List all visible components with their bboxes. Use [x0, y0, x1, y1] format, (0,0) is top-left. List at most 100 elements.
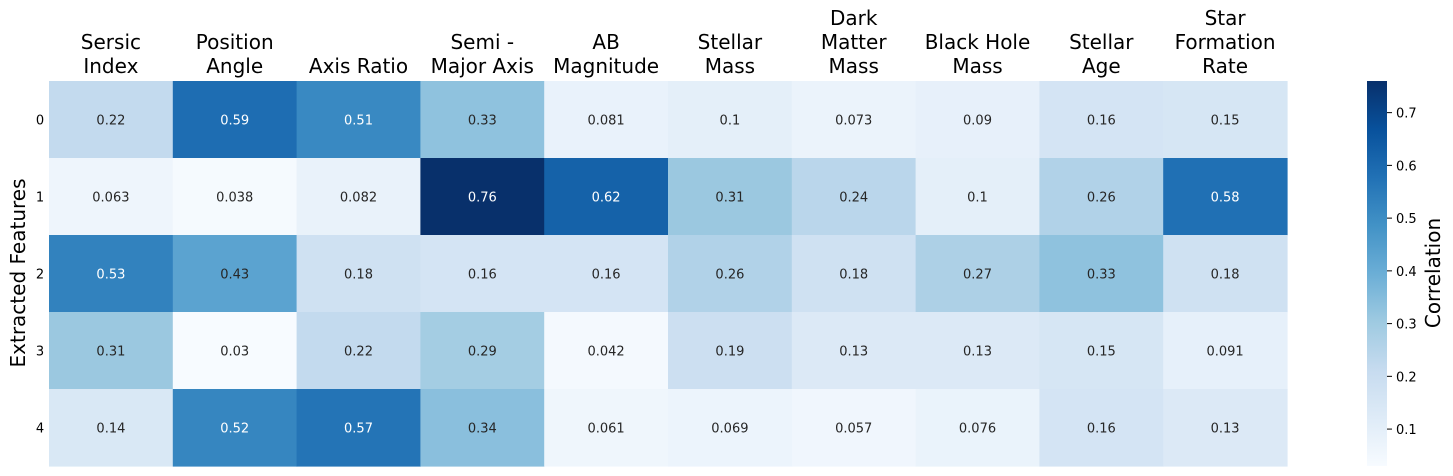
- heatmap-cell: [296, 389, 421, 467]
- cell-value-label: 0.76: [468, 191, 497, 206]
- row-label: 0: [36, 114, 44, 129]
- column-labels: Sersic Index Position Angle Axis Ratio Semi -…: [81, 6, 1276, 78]
- cell-value-label: 0.057: [835, 422, 872, 437]
- heatmap-cell: [915, 235, 1040, 313]
- column-label: AB Magnitude: [553, 30, 659, 78]
- heatmap-cell: [172, 81, 298, 159]
- heatmap-cell: [791, 81, 917, 159]
- heatmap-cell: [915, 81, 1040, 159]
- cell-value-label: 0.53: [96, 268, 125, 283]
- cell-value-label: 0.59: [220, 114, 249, 129]
- heatmap-cell: [668, 312, 793, 390]
- cell-value-label: 0.43: [220, 268, 249, 283]
- heatmap-cell: [296, 81, 421, 159]
- heatmap-cell: [1163, 235, 1288, 313]
- colorbar-tick-label: 0.4: [1396, 265, 1417, 280]
- cell-value-label: 0.57: [344, 422, 373, 437]
- cell-value-label: 0.31: [715, 191, 744, 206]
- cell-value-label: 0.29: [468, 345, 497, 360]
- cell-value-label: 0.15: [1211, 114, 1240, 129]
- heatmap-cell: [791, 389, 917, 467]
- heatmap-cells: 0.22 0.59 0.51 0.33 0.081 0.1 0.073 0.09 0.16 0.1…: [49, 81, 1288, 467]
- heatmap-cell: [1163, 389, 1288, 467]
- colorbar-tick-label: 0.5: [1396, 212, 1417, 227]
- cell-value-label: 0.31: [96, 345, 125, 360]
- colorbar: [1367, 81, 1387, 466]
- cell-value-label: 0.069: [711, 422, 748, 437]
- cell-value-label: 0.58: [1211, 191, 1240, 206]
- column-label: Dark Matter Mass: [821, 6, 888, 78]
- colorbar-tick-label: 0.6: [1396, 159, 1417, 174]
- cell-value-label: 0.16: [1087, 422, 1116, 437]
- cell-value-label: 0.076: [959, 422, 996, 437]
- column-label: Semi -Major Axis: [431, 30, 534, 78]
- heatmap-cell: [49, 389, 174, 467]
- heatmap-cell: [1163, 312, 1288, 390]
- heatmap-cell: [915, 158, 1040, 236]
- colorbar-tick-label: 0.3: [1396, 318, 1417, 333]
- cell-value-label: 0.038: [216, 191, 253, 206]
- cell-value-label: 0.1: [967, 191, 988, 206]
- heatmap-cell: [915, 312, 1040, 390]
- heatmap-cell: [544, 389, 669, 467]
- cell-value-label: 0.082: [340, 191, 377, 206]
- cell-value-label: 0.061: [587, 422, 624, 437]
- cell-value-label: 0.09: [963, 114, 992, 129]
- column-label: Stellar Age: [1069, 30, 1134, 78]
- row-labels: 0 1 2 3 4: [36, 114, 44, 437]
- heatmap-cell: [420, 312, 545, 390]
- colorbar-tick-label: 0.2: [1396, 370, 1417, 385]
- cell-value-label: 0.042: [587, 345, 624, 360]
- heatmap-cell: [296, 312, 421, 390]
- colorbar-ticks: 0.1 0.2 0.3 0.4 0.5 0.6 0.7: [1387, 107, 1417, 438]
- heatmap-cell: [172, 389, 298, 467]
- heatmap-cell: [544, 158, 669, 236]
- cell-value-label: 0.073: [835, 114, 872, 129]
- heatmap-cell: [791, 158, 917, 236]
- heatmap-cell: [1163, 81, 1288, 159]
- column-label: Star Formation Rate: [1175, 6, 1276, 78]
- heatmap-cell: [420, 158, 545, 236]
- y-axis-title: Extracted Features: [6, 179, 30, 368]
- heatmap-cell: [49, 158, 174, 236]
- cell-value-label: 0.52: [220, 422, 249, 437]
- heatmap-cell: [668, 81, 793, 159]
- heatmap-cell: [296, 235, 421, 313]
- cell-value-label: 0.03: [220, 345, 249, 360]
- heatmap-cell: [1163, 158, 1288, 236]
- cell-value-label: 0.18: [1211, 268, 1240, 283]
- column-label: Sersic Index: [81, 30, 141, 78]
- cell-value-label: 0.18: [344, 268, 373, 283]
- cell-value-label: 0.33: [468, 114, 497, 129]
- cell-value-label: 0.22: [344, 345, 373, 360]
- cell-value-label: 0.19: [715, 345, 744, 360]
- cell-value-label: 0.14: [96, 422, 125, 437]
- heatmap-cell: [1039, 235, 1164, 313]
- heatmap-cell: [791, 235, 917, 313]
- heatmap-cell: [668, 235, 793, 313]
- cell-value-label: 0.33: [1087, 268, 1116, 283]
- colorbar-title: Correlation: [1421, 218, 1445, 328]
- colorbar-tick-label: 0.1: [1396, 423, 1417, 438]
- column-label: Position Angle: [196, 30, 274, 78]
- cell-value-label: 0.22: [96, 114, 125, 129]
- heatmap-cell: [172, 158, 298, 236]
- column-label: Axis Ratio: [309, 54, 408, 78]
- column-label: Stellar Mass: [698, 30, 763, 78]
- colorbar-tick-label: 0.7: [1396, 107, 1417, 122]
- heatmap-cell: [1039, 312, 1164, 390]
- heatmap-cell: [544, 312, 669, 390]
- heatmap-cell: [172, 312, 298, 390]
- heatmap-cell: [420, 389, 545, 467]
- heatmap-cell: [915, 389, 1040, 467]
- cell-value-label: 0.34: [468, 422, 497, 437]
- heatmap-cell: [1039, 81, 1164, 159]
- heatmap-cell: [544, 81, 669, 159]
- heatmap-cell: [420, 81, 545, 159]
- row-label: 2: [36, 268, 44, 283]
- cell-value-label: 0.26: [715, 268, 744, 283]
- heatmap-cell: [668, 389, 793, 467]
- cell-value-label: 0.27: [963, 268, 992, 283]
- cell-value-label: 0.16: [468, 268, 497, 283]
